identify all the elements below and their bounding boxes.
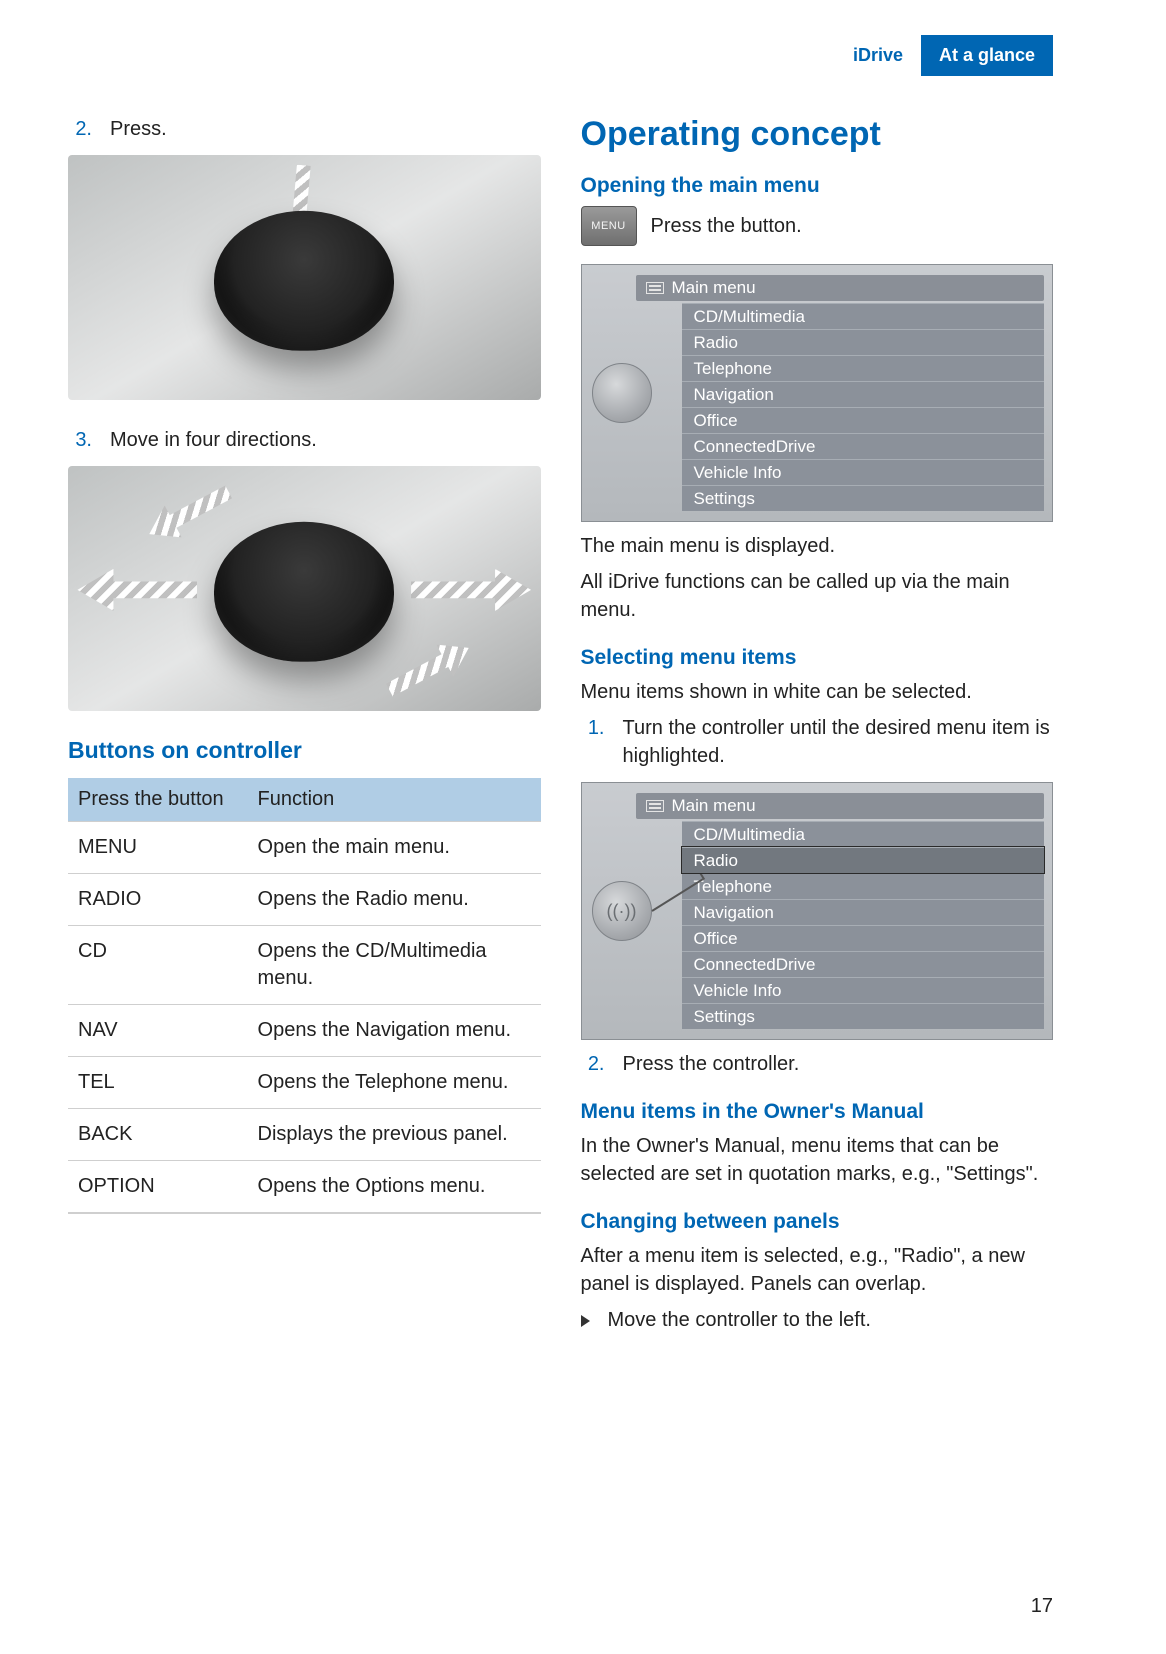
step-text: Move in four directions. [110,426,541,454]
step-text: Turn the controller until the desired me… [623,714,1054,770]
list-icon [646,800,664,812]
button-name-cell: OPTION [68,1161,248,1214]
menu-item: Settings [682,1003,1045,1029]
selecting-menu-items-heading: Selecting menu items [581,646,1054,670]
table-row: OPTIONOpens the Options menu. [68,1161,541,1214]
menu-item: Navigation [682,899,1045,925]
menu-item: Radio [682,329,1045,355]
changing-panels-bullet: Move the controller to the left. [581,1306,1054,1334]
menu-title-bar: Main menu [636,275,1045,301]
table-row: RADIOOpens the Radio menu. [68,874,541,926]
button-name-cell: RADIO [68,874,248,926]
menu-title: Main menu [672,278,756,298]
step-number: 1. [581,714,605,770]
button-name-cell: BACK [68,1109,248,1161]
operating-concept-heading: Operating concept [581,115,1054,154]
triangle-bullet-icon [581,1315,590,1327]
page-number: 17 [1031,1595,1053,1618]
arrow-right-icon [411,569,531,611]
menu-title: Main menu [672,796,756,816]
menu-item: Telephone [682,873,1045,899]
table-row: MENUOpen the main menu. [68,822,541,874]
step-3: 3. Move in four directions. [68,426,541,454]
function-cell: Opens the Options menu. [248,1161,541,1214]
controller-move-figure [68,466,541,711]
arrow-downright-icon [381,631,477,705]
table-header-button: Press the button [68,778,248,822]
right-column: Operating concept Opening the main menu … [581,115,1054,1342]
selecting-step-2: 2. Press the controller. [581,1050,1054,1078]
menu-item: CD/Multimedia [682,303,1045,329]
step-2: 2. Press. [68,115,541,143]
bullet-text: Move the controller to the left. [608,1309,871,1331]
changing-panels-text: After a menu item is selected, e.g., "Ra… [581,1242,1054,1298]
menu-button-row: MENU Press the button. [581,206,1054,246]
step-number: 3. [68,426,92,454]
left-column: 2. Press. 3. Move in four directions. Bu… [68,115,541,1342]
function-cell: Displays the previous panel. [248,1109,541,1161]
arrow-left-icon [77,569,197,611]
list-icon [646,282,664,294]
table-row: NAVOpens the Navigation menu. [68,1005,541,1057]
opening-main-menu-heading: Opening the main menu [581,174,1054,198]
button-name-cell: TEL [68,1057,248,1109]
button-name-cell: MENU [68,822,248,874]
menu-item: Vehicle Info [682,459,1045,485]
tab-at-glance: At a glance [921,35,1053,76]
arrow-down-icon [271,163,326,277]
menu-button-icon: MENU [581,206,637,246]
controller-buttons-table: Press the button Function MENUOpen the m… [68,778,541,1214]
menu-item: Navigation [682,381,1045,407]
table-row: BACKDisplays the previous panel. [68,1109,541,1161]
button-name-cell: CD [68,926,248,1005]
controller-press-figure [68,155,541,400]
step-number: 2. [68,115,92,143]
tab-idrive: iDrive [835,35,921,76]
selecting-intro-text: Menu items shown in white can be selecte… [581,678,1054,706]
buttons-on-controller-heading: Buttons on controller [68,737,541,764]
function-cell: Opens the Telephone menu. [248,1057,541,1109]
header-tabs: iDrive At a glance [835,35,1053,76]
idrive-functions-text: All iDrive functions can be called up vi… [581,568,1054,624]
menu-item: Telephone [682,355,1045,381]
menu-item: Vehicle Info [682,977,1045,1003]
table-row: TELOpens the Telephone menu. [68,1057,541,1109]
main-menu-displayed-text: The main menu is displayed. [581,532,1054,560]
selecting-step-1: 1. Turn the controller until the desired… [581,714,1054,770]
function-cell: Opens the Navigation menu. [248,1005,541,1057]
main-menu-screenshot: Main menu CD/MultimediaRadioTelephoneNav… [581,264,1054,522]
menu-item: Office [682,925,1045,951]
step-text: Press. [110,115,541,143]
arrow-upleft-icon [140,476,236,550]
menu-item: ConnectedDrive [682,951,1045,977]
function-cell: Opens the CD/Multimedia menu. [248,926,541,1005]
main-menu-highlight-screenshot: ((·)) Main menu CD/MultimediaRadioTeleph… [581,782,1054,1040]
press-the-button-text: Press the button. [651,212,802,240]
menu-item: Office [682,407,1045,433]
owners-manual-text: In the Owner's Manual, menu items that c… [581,1132,1054,1188]
button-name-cell: NAV [68,1005,248,1057]
menu-item: CD/Multimedia [682,821,1045,847]
owners-manual-heading: Menu items in the Owner's Manual [581,1100,1054,1124]
menu-item: Radio [682,847,1045,873]
controller-knob-icon: ((·)) [592,881,652,941]
table-row: CDOpens the CD/Multimedia menu. [68,926,541,1005]
function-cell: Opens the Radio menu. [248,874,541,926]
step-text: Press the controller. [623,1050,1054,1078]
menu-title-bar: Main menu [636,793,1045,819]
menu-item: Settings [682,485,1045,511]
table-header-function: Function [248,778,541,822]
controller-knob-icon [592,363,652,423]
menu-item: ConnectedDrive [682,433,1045,459]
changing-panels-heading: Changing between panels [581,1210,1054,1234]
function-cell: Open the main menu. [248,822,541,874]
step-number: 2. [581,1050,605,1078]
